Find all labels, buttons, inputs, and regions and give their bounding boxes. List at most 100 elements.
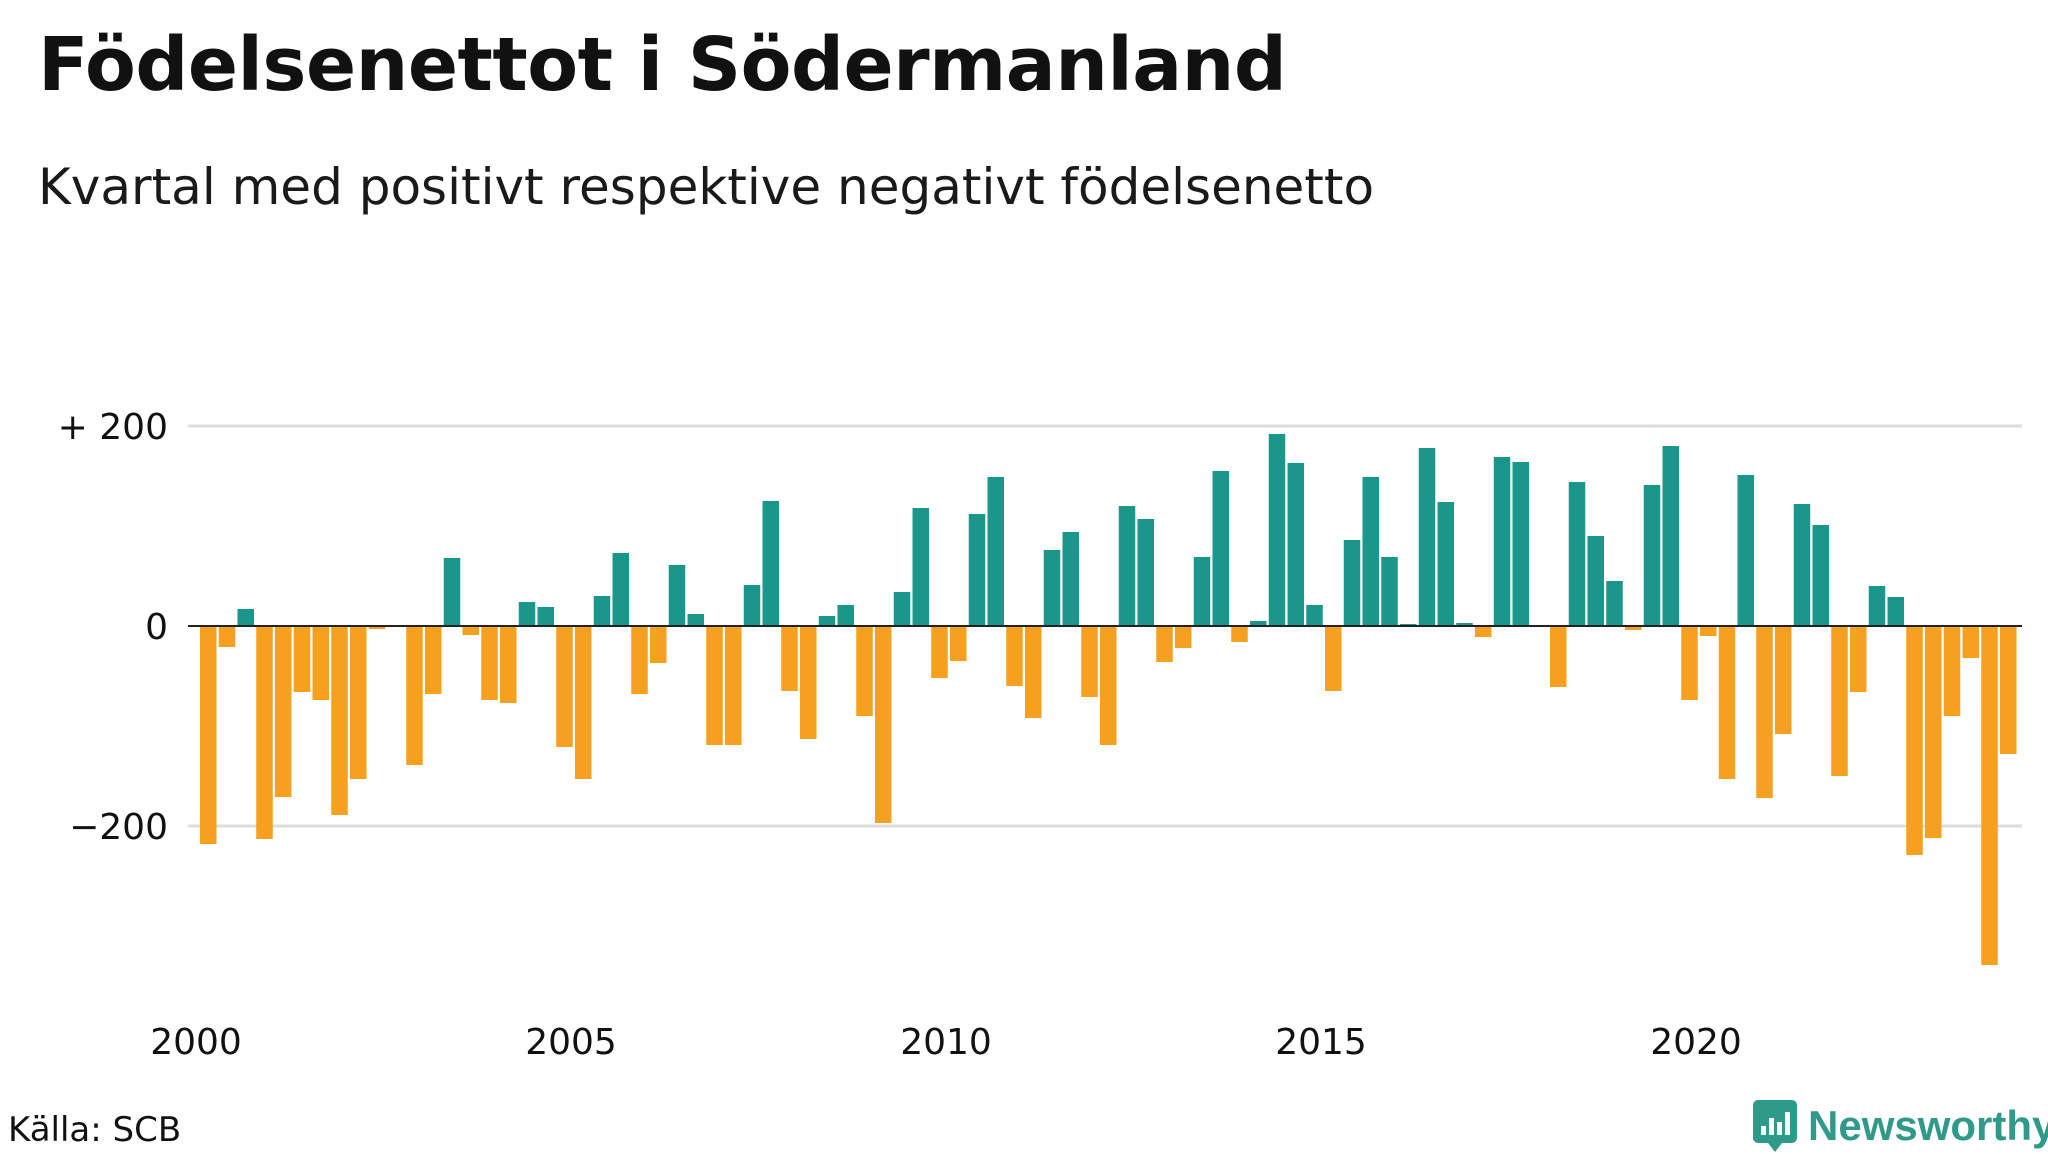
- x-tick-label: 2000: [150, 1022, 242, 1063]
- bar: [1325, 626, 1342, 691]
- bar: [1081, 626, 1098, 697]
- bar: [1625, 626, 1642, 630]
- chart-subtitle: Kvartal med positivt respektive negativt…: [38, 158, 1375, 216]
- source-note: Källa: SCB: [8, 1110, 182, 1150]
- bar: [1681, 626, 1698, 700]
- bar: [1606, 581, 1623, 626]
- bar: [331, 626, 348, 815]
- bar: [350, 626, 367, 779]
- bar: [781, 626, 798, 691]
- bar: [218, 626, 236, 647]
- bar: [1906, 626, 1923, 855]
- bar: [1587, 536, 1604, 626]
- bar: [1268, 434, 1286, 626]
- bar: [1231, 626, 1248, 642]
- bar: [518, 602, 536, 626]
- bar: [556, 626, 573, 747]
- bar: [1981, 626, 1998, 965]
- bar: [593, 596, 611, 626]
- bar: [912, 508, 929, 626]
- bar: [931, 626, 948, 678]
- bar: [1793, 504, 1811, 626]
- bar: [1343, 540, 1361, 626]
- bar: [406, 626, 423, 765]
- bar: [856, 626, 873, 716]
- bar: [875, 626, 892, 823]
- bar: [612, 553, 629, 626]
- bar: [537, 607, 554, 626]
- bar: [687, 614, 704, 626]
- newsworthy-logo-icon: [1753, 1100, 1797, 1152]
- bar: [1550, 626, 1567, 687]
- x-tick-label: 2010: [900, 1022, 992, 1063]
- x-tick-label: 2020: [1650, 1022, 1742, 1063]
- bar: [893, 592, 911, 626]
- x-tick-label: 2005: [525, 1022, 617, 1063]
- bar: [762, 501, 779, 626]
- y-tick-label: 0: [145, 607, 168, 648]
- bar: [462, 626, 479, 635]
- bar: [425, 626, 442, 694]
- bar: [256, 626, 273, 839]
- bar: [1737, 475, 1754, 626]
- bar: [1456, 623, 1473, 626]
- bar: [237, 609, 254, 626]
- bar: [1512, 462, 1529, 626]
- bar: [968, 514, 986, 626]
- bar: [575, 626, 592, 779]
- brand-name: Newsworthy: [1808, 1102, 2048, 1149]
- bar: [1006, 626, 1023, 686]
- brand-logo: Newsworthy: [1752, 1098, 2048, 1154]
- bar: [1062, 532, 1079, 626]
- bar: [1887, 597, 1904, 626]
- gridlines: [188, 424, 2022, 828]
- bar: [668, 565, 686, 626]
- bar: [631, 626, 648, 694]
- bar: [1850, 626, 1867, 692]
- bar: [275, 626, 292, 797]
- bar: [1193, 557, 1211, 626]
- bar: [800, 626, 817, 739]
- chart-title: Födelsenettot i Södermanland: [38, 22, 1287, 108]
- bar: [312, 626, 329, 700]
- bar: [200, 626, 217, 844]
- bar: [725, 626, 742, 745]
- bar: [1718, 626, 1736, 779]
- bar: [1812, 525, 1829, 626]
- bar: [1137, 519, 1154, 626]
- bar: [1118, 506, 1136, 626]
- bar: [1831, 626, 1848, 776]
- bar: [1381, 557, 1398, 626]
- bar: [1025, 626, 1042, 718]
- bar: [1475, 626, 1492, 637]
- bar: [1043, 550, 1061, 626]
- bar: [950, 626, 967, 661]
- bar: [368, 626, 386, 629]
- bar: [1700, 626, 1717, 636]
- bar: [987, 477, 1004, 626]
- bar: [1643, 485, 1661, 626]
- bar: [743, 585, 761, 626]
- bar: [293, 626, 311, 692]
- bar: [706, 626, 723, 745]
- bar: [1756, 626, 1773, 798]
- bar: [500, 626, 517, 703]
- bar: [1212, 471, 1229, 626]
- bar: [1868, 586, 1886, 626]
- bar: [1662, 446, 1679, 626]
- bar: [1437, 502, 1454, 626]
- bar: [1175, 626, 1192, 648]
- y-tick-label: + 200: [58, 407, 168, 448]
- bar: [1493, 457, 1511, 626]
- bar: [443, 558, 461, 626]
- y-tick-label: −200: [69, 807, 168, 848]
- x-tick-label: 2015: [1275, 1022, 1367, 1063]
- bar: [650, 626, 667, 663]
- bar: [1287, 463, 1304, 626]
- bar: [818, 616, 836, 626]
- bar: [837, 605, 854, 626]
- axes: + 200 0 −200 2000 2005 2010 2015 2020: [58, 407, 2022, 1063]
- bar: [1100, 626, 1117, 745]
- bar: [1775, 626, 1792, 734]
- bar: [1962, 626, 1979, 658]
